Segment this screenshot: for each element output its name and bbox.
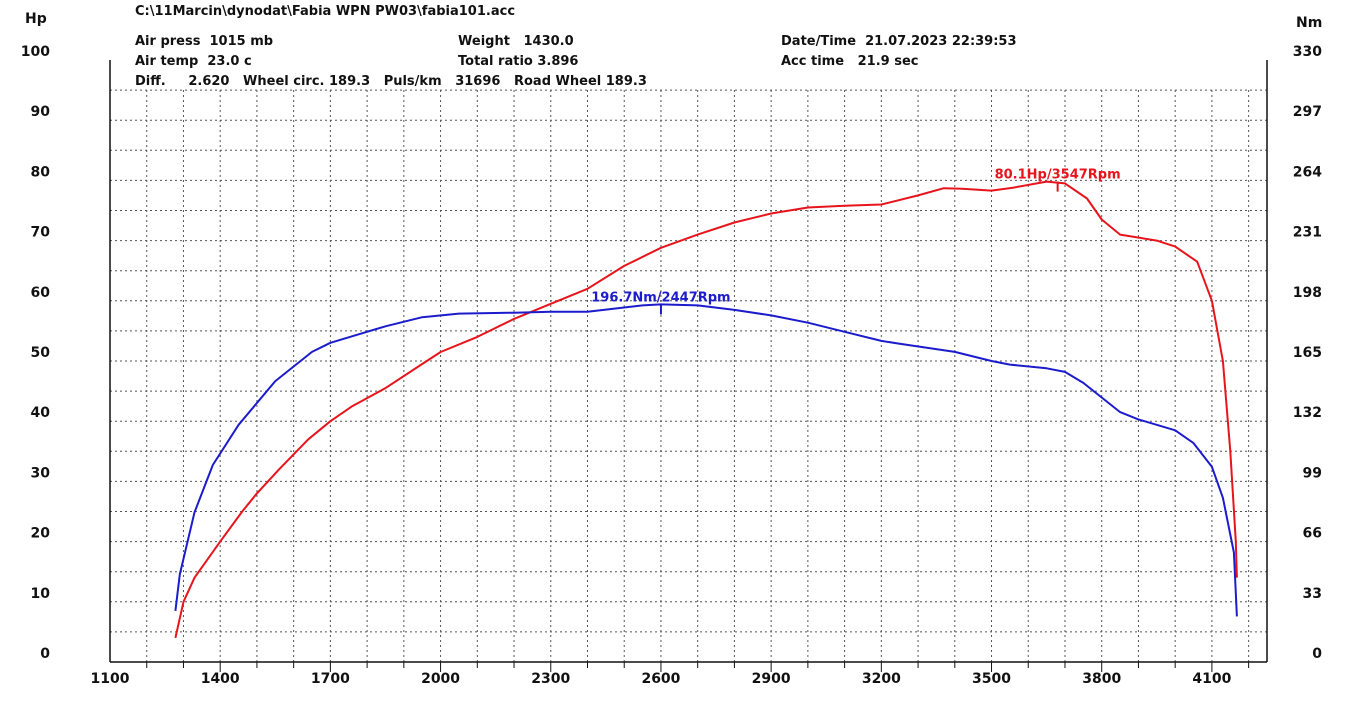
- y-right-tick-label: 330: [1293, 44, 1322, 60]
- y-left-tick-label: 20: [31, 526, 51, 542]
- x-tick-label: 4100: [1192, 671, 1231, 687]
- x-tick-label: 2900: [752, 671, 791, 687]
- x-tick-label: 2000: [421, 671, 460, 687]
- air-press: Air press 1015 mb: [135, 34, 274, 49]
- y-right-tick-label: 165: [1293, 345, 1322, 361]
- peak-label-nm: 196.7Nm/2447Rpm: [591, 290, 730, 305]
- series-line-nm: [174, 303, 1238, 617]
- series-line-hp: [174, 180, 1238, 639]
- acc-time: Acc time 21.9 sec: [781, 54, 919, 69]
- x-tick-label: 3800: [1082, 671, 1121, 687]
- y-left-tick-label: 0: [40, 646, 50, 662]
- y-left-tick-label: 30: [31, 465, 51, 481]
- diff-info: Diff. 2.620 Wheel circ. 189.3 Puls/km 31…: [135, 74, 647, 89]
- y-left-tick-label: 70: [31, 225, 51, 241]
- y-right-tick-label: 66: [1303, 526, 1322, 542]
- x-tick-label: 3500: [972, 671, 1011, 687]
- date-time: Date/Time 21.07.2023 22:39:53: [781, 34, 1017, 49]
- y-right-unit-label: Nm: [1296, 15, 1322, 31]
- total-ratio: Total ratio 3.896: [458, 54, 579, 69]
- y-right-tick-label: 132: [1293, 405, 1322, 421]
- x-tick-label: 1100: [91, 671, 130, 687]
- x-tick-label: 1400: [201, 671, 240, 687]
- x-tick-label: 2300: [531, 671, 570, 687]
- y-right-tick-label: 0: [1312, 646, 1322, 662]
- y-left-unit-label: Hp: [25, 11, 47, 27]
- y-right-tick-label: 33: [1303, 586, 1322, 602]
- y-left-tick-label: 40: [31, 405, 51, 421]
- x-tick-label: 1700: [311, 671, 350, 687]
- y-right-tick-label: 297: [1293, 104, 1322, 120]
- x-tick-label: 3200: [862, 671, 901, 687]
- y-right-tick-label: 264: [1293, 164, 1322, 180]
- y-left-tick-label: 10: [31, 586, 51, 602]
- y-left-tick-label: 90: [31, 104, 51, 120]
- y-left-tick-label: 80: [31, 164, 51, 180]
- file-path: C:\11Marcin\dynodat\Fabia WPN PW03\fabia…: [135, 4, 516, 19]
- y-right-tick-label: 198: [1293, 285, 1322, 301]
- y-right-tick-label: 99: [1303, 465, 1322, 481]
- x-tick-label: 2600: [641, 671, 680, 687]
- y-left-tick-label: 60: [31, 285, 51, 301]
- weight: Weight 1430.0: [458, 34, 574, 49]
- air-temp: Air temp 23.0 c: [135, 54, 252, 69]
- y-right-tick-label: 231: [1293, 225, 1322, 241]
- peak-label-hp: 80.1Hp/3547Rpm: [995, 168, 1121, 183]
- y-left-tick-label: 100: [21, 44, 50, 60]
- y-left-tick-label: 50: [31, 345, 51, 361]
